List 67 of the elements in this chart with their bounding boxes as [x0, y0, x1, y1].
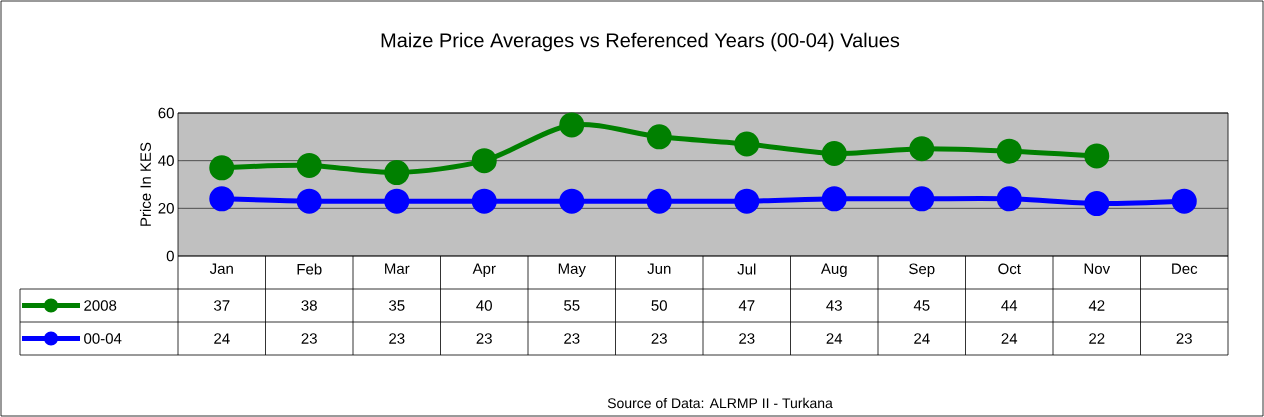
data-label: 23 [1176, 333, 1192, 344]
point [1084, 191, 1110, 217]
point [559, 188, 585, 214]
data-label: 24 [826, 333, 843, 344]
x-tick-label: Apr [472, 263, 496, 277]
data-label: 23 [651, 333, 667, 344]
point [996, 186, 1022, 212]
point [296, 188, 322, 214]
x-tick-label: Jun [647, 263, 671, 274]
point [209, 155, 235, 181]
point [734, 131, 760, 157]
data-label: 55 [564, 300, 580, 311]
x-tick-label: May [558, 263, 586, 277]
point [384, 160, 410, 186]
point [909, 136, 935, 162]
data-label: 23 [739, 333, 755, 344]
point [296, 152, 322, 178]
x-tick-label: Dec [1172, 263, 1198, 274]
point [996, 138, 1022, 164]
x-tick-label: Jul [737, 263, 756, 275]
data-label: 44 [1001, 300, 1018, 311]
data-label: 23 [301, 333, 317, 344]
y-tick-label: 60 [158, 107, 174, 119]
y-tick-label: 0 [166, 250, 174, 262]
data-label: 22 [1089, 333, 1105, 344]
y-axis-title: Price In KES [139, 142, 151, 226]
chart-title: Maize Price Averages vs Referenced Years (00-04) Values [381, 32, 900, 52]
point [559, 112, 585, 138]
data-label: 43 [826, 300, 842, 311]
point [1171, 188, 1197, 214]
x-tick-label: Mar [385, 263, 410, 274]
data-label: 24 [1001, 333, 1018, 344]
x-tick-label: Nov [1084, 263, 1111, 274]
point [821, 186, 847, 212]
data-label: 24 [214, 333, 230, 344]
x-tick-label: Oct [998, 263, 1021, 275]
data-label: 37 [214, 300, 230, 311]
data-label: 47 [738, 300, 755, 311]
data-label: 38 [301, 300, 317, 311]
data-label: 23 [564, 333, 580, 344]
data-label: 45 [913, 300, 930, 311]
point [821, 141, 847, 167]
data-label: 24 [914, 333, 930, 344]
data-label: 23 [389, 333, 405, 344]
legend-label: 00-04 [84, 333, 122, 344]
point [471, 148, 497, 174]
source-note: Source of Data: ALRMP II - Turkana [607, 397, 833, 409]
point [209, 186, 235, 212]
data-label: 40 [476, 300, 492, 311]
data-label: 23 [476, 333, 492, 344]
point [384, 188, 410, 214]
point [734, 188, 760, 214]
data-label: 35 [389, 300, 405, 311]
point [909, 186, 935, 212]
x-tick-label: Jan [209, 263, 233, 274]
x-tick-label: Aug [820, 263, 847, 277]
legend-label: 2008 [84, 300, 117, 311]
data-label: 50 [651, 300, 667, 311]
y-tick-label: 20 [158, 203, 174, 214]
x-tick-label: Sep [909, 263, 935, 278]
point [1084, 143, 1110, 169]
point [646, 124, 672, 150]
y-tick-label: 40 [158, 155, 174, 166]
data-label: 42 [1088, 300, 1105, 311]
point [471, 188, 497, 214]
x-tick-label: Feb [297, 263, 322, 275]
point [646, 188, 672, 214]
